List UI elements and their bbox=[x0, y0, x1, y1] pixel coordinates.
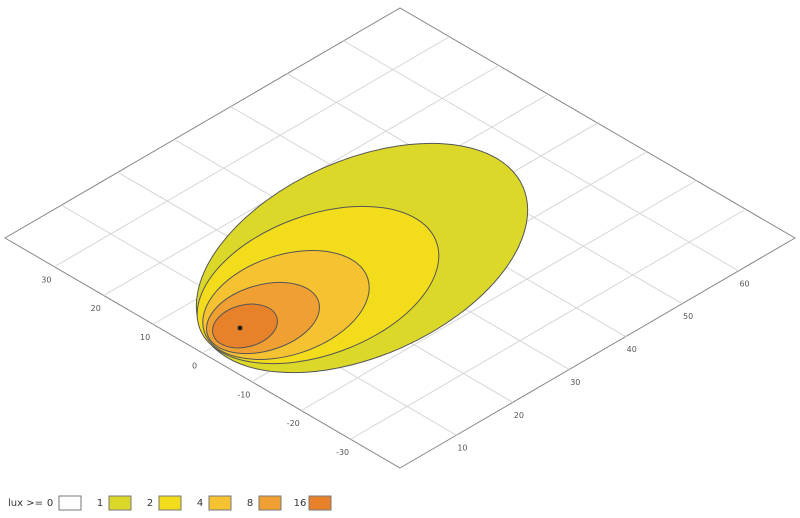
grid-line bbox=[350, 208, 746, 440]
legend-swatch bbox=[108, 495, 132, 511]
plot-border bbox=[4, 7, 796, 469]
x-tick-label: 30 bbox=[570, 378, 580, 387]
legend-level: 1 bbox=[97, 498, 103, 509]
y-tick-label: -10 bbox=[237, 390, 250, 399]
legend-title: lux >= bbox=[8, 498, 43, 509]
legend-level: 0 bbox=[47, 498, 53, 509]
x-tick-label: 40 bbox=[627, 345, 637, 354]
x-tick-label: 10 bbox=[457, 444, 467, 453]
x-tick-label: 60 bbox=[739, 279, 749, 288]
x-tick-label: 50 bbox=[683, 312, 693, 321]
y-tick-label: 30 bbox=[41, 275, 51, 284]
grid-line bbox=[343, 40, 739, 272]
contours bbox=[195, 142, 529, 374]
x-tick-label: 20 bbox=[514, 411, 524, 420]
legend-level: 4 bbox=[197, 498, 203, 509]
grid-line bbox=[54, 36, 450, 268]
legend-level: 2 bbox=[147, 498, 153, 509]
y-tick-label: -20 bbox=[287, 419, 300, 428]
legend-swatch bbox=[258, 495, 282, 511]
y-tick-label: 10 bbox=[140, 333, 150, 342]
legend: lux >= 0 1 2 4 8 16 bbox=[8, 495, 332, 511]
y-tick-label: -30 bbox=[336, 448, 349, 457]
legend-level: 16 bbox=[294, 498, 307, 509]
legend-swatch bbox=[308, 495, 332, 511]
light-source bbox=[237, 325, 243, 331]
legend-swatch bbox=[208, 495, 232, 511]
contour-region bbox=[212, 303, 278, 349]
y-tick-label: 20 bbox=[91, 304, 101, 313]
grid-line bbox=[300, 180, 697, 411]
legend-level: 8 bbox=[247, 498, 253, 509]
legend-swatch bbox=[58, 495, 82, 511]
legend-swatch bbox=[158, 495, 182, 511]
y-tick-label: 0 bbox=[192, 362, 197, 371]
